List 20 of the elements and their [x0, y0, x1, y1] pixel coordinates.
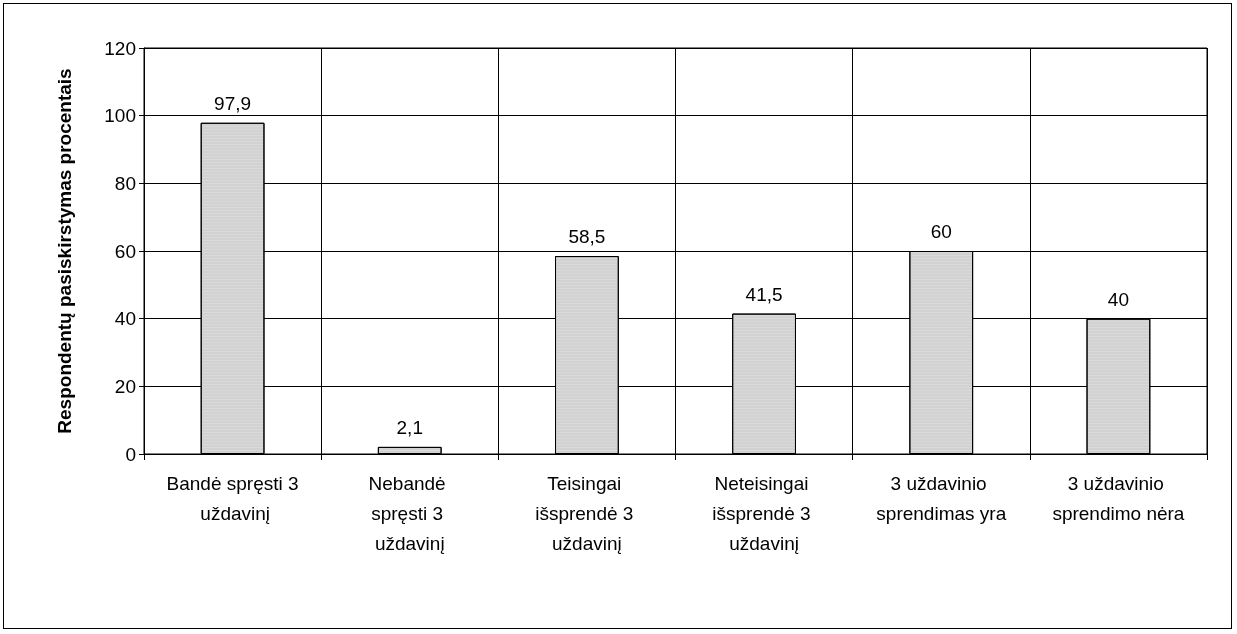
x-tick-label: 3 uždavinio sprendimas yra — [876, 472, 1007, 524]
y-tick-label: 100 — [104, 105, 136, 127]
x-tick-label: Nebandė spręsti 3 uždavinį — [368, 472, 451, 554]
y-tick-label: 20 — [114, 375, 136, 397]
data-label: 2,1 — [396, 416, 423, 438]
y-tick-label: 120 — [104, 37, 136, 59]
data-label: 58,5 — [568, 226, 606, 248]
x-tick-label: 3 uždavinio sprendimo nėra — [1052, 472, 1185, 524]
data-label: 97,9 — [214, 92, 252, 114]
y-tick-label: 80 — [114, 172, 136, 194]
y-tick-label: 60 — [114, 240, 136, 262]
y-tick-label: 40 — [114, 308, 136, 330]
data-label: 41,5 — [745, 283, 783, 305]
x-tick-label: Bandė spręsti 3 uždavinį — [166, 472, 299, 524]
data-label: 60 — [930, 221, 952, 242]
data-label: 40 — [1107, 288, 1129, 310]
x-tick-label: Teisingai išsprendė 3 uždavinį — [535, 472, 639, 554]
y-axis-title: Respondentų pasiskirstymas procentais — [54, 68, 75, 434]
x-tick-label: Neteisingai išsprendė 3 uždavinį — [712, 472, 816, 554]
y-tick-label: 0 — [125, 443, 136, 465]
